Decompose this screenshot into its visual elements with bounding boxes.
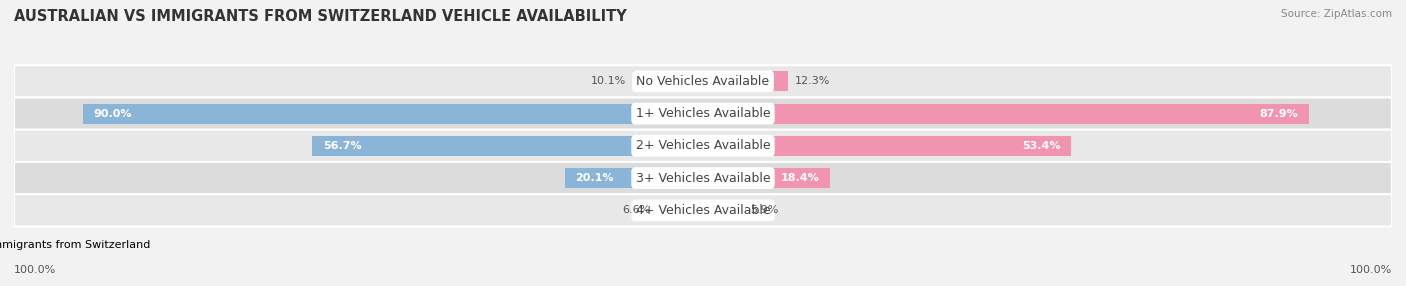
Bar [658,200,703,220]
Text: 6.6%: 6.6% [623,205,651,215]
Bar [703,136,1071,156]
Text: 2+ Vehicles Available: 2+ Vehicles Available [636,139,770,152]
FancyBboxPatch shape [14,65,1392,98]
Bar [703,72,787,91]
Text: 1+ Vehicles Available: 1+ Vehicles Available [636,107,770,120]
Bar [634,72,703,91]
Text: 3+ Vehicles Available: 3+ Vehicles Available [636,172,770,184]
Bar [83,104,703,124]
Text: 100.0%: 100.0% [14,265,56,275]
Bar [703,168,830,188]
Text: 12.3%: 12.3% [794,76,830,86]
FancyBboxPatch shape [14,130,1392,162]
Bar [312,136,703,156]
Text: 90.0%: 90.0% [93,109,132,119]
Text: 87.9%: 87.9% [1260,109,1298,119]
Text: 20.1%: 20.1% [575,173,613,183]
Text: 18.4%: 18.4% [780,173,820,183]
Text: 53.4%: 53.4% [1022,141,1060,151]
Legend: Australian, Immigrants from Switzerland: Australian, Immigrants from Switzerland [0,240,150,250]
Bar [703,104,1309,124]
Text: 100.0%: 100.0% [1350,265,1392,275]
FancyBboxPatch shape [14,194,1392,227]
Bar [565,168,703,188]
Text: 56.7%: 56.7% [323,141,361,151]
Text: 10.1%: 10.1% [592,76,627,86]
Text: Source: ZipAtlas.com: Source: ZipAtlas.com [1281,9,1392,19]
Text: No Vehicles Available: No Vehicles Available [637,75,769,88]
Text: 4+ Vehicles Available: 4+ Vehicles Available [636,204,770,217]
Text: AUSTRALIAN VS IMMIGRANTS FROM SWITZERLAND VEHICLE AVAILABILITY: AUSTRALIAN VS IMMIGRANTS FROM SWITZERLAN… [14,9,627,23]
Bar [703,200,744,220]
FancyBboxPatch shape [14,98,1392,130]
FancyBboxPatch shape [14,162,1392,194]
Text: 5.9%: 5.9% [751,205,779,215]
